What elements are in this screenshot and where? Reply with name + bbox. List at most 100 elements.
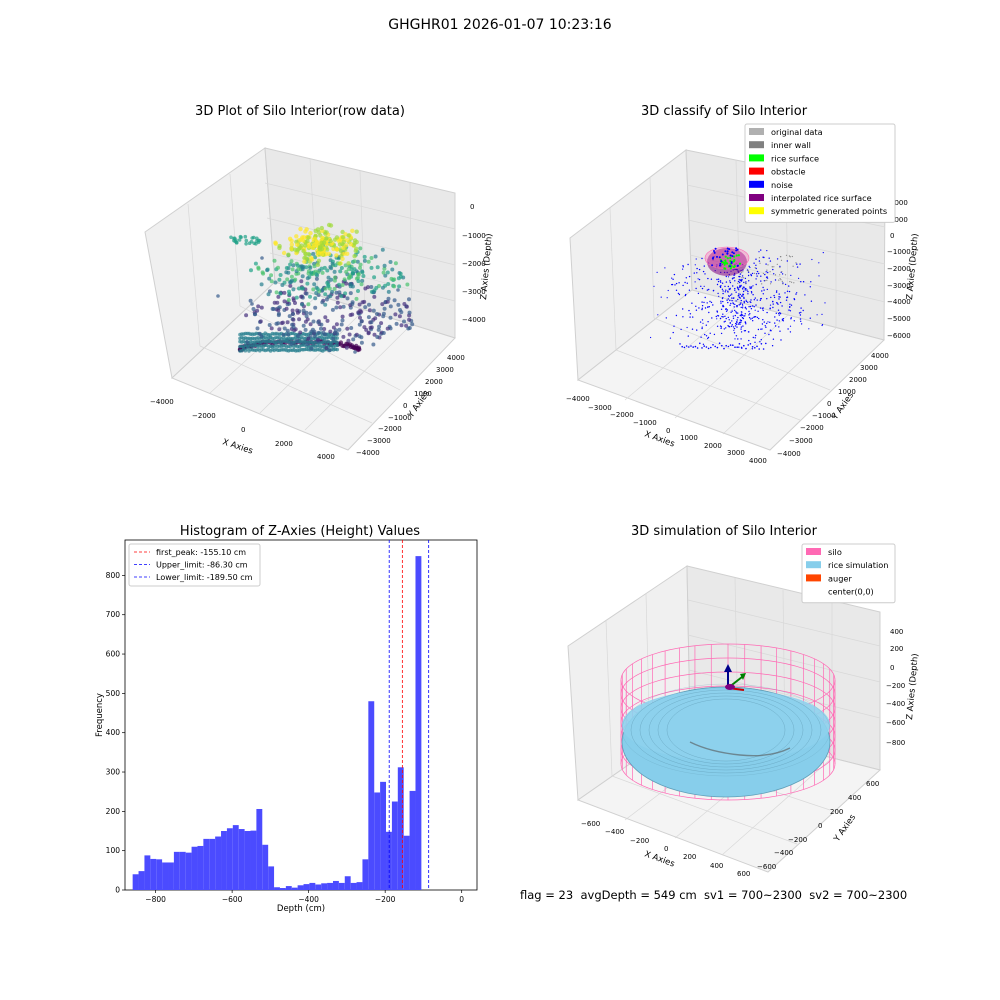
data-point	[398, 274, 403, 279]
data-point	[251, 307, 256, 311]
data-point	[398, 271, 403, 276]
data-point	[760, 339, 762, 341]
histogram-bar	[297, 885, 304, 890]
data-point	[762, 272, 765, 275]
data-point	[724, 315, 726, 318]
data-point	[697, 278, 699, 280]
x-axis-label: X Axies	[221, 437, 254, 456]
rice-mesh	[666, 698, 786, 762]
data-point	[716, 318, 718, 320]
data-point	[358, 262, 363, 267]
data-point	[730, 325, 733, 327]
data-point	[754, 347, 756, 349]
data-point	[300, 274, 305, 279]
x-axis-ticks: −4000 −3000 −2000 −1000 0 1000 2000 3000…	[566, 395, 767, 465]
data-point	[788, 285, 790, 287]
data-point	[306, 235, 311, 240]
data-point	[337, 242, 343, 247]
data-point	[740, 279, 742, 281]
data-point	[740, 328, 742, 330]
data-point	[740, 284, 742, 287]
data-point	[779, 265, 781, 268]
histogram-bar	[197, 845, 204, 890]
legend: silo rice simulation auger center(0,0)	[801, 543, 896, 604]
data-point	[319, 266, 324, 271]
data-point	[800, 323, 803, 325]
histogram-bar	[356, 882, 363, 890]
data-point	[735, 249, 738, 252]
x-tick: −4000	[566, 395, 590, 403]
data-point	[269, 273, 274, 278]
data-point	[710, 278, 713, 280]
data-point	[256, 266, 261, 271]
data-point	[290, 267, 295, 272]
data-point	[691, 328, 694, 330]
y-tick: −1000	[812, 412, 836, 420]
histogram-bar	[262, 844, 269, 890]
data-point	[707, 337, 709, 340]
data-point	[340, 256, 345, 261]
data-point	[720, 327, 722, 330]
data-point	[704, 296, 706, 299]
data-point	[334, 253, 339, 258]
data-point	[250, 302, 254, 306]
data-point	[695, 287, 697, 290]
data-point	[733, 277, 735, 279]
data-point	[749, 313, 751, 315]
data-point	[321, 240, 327, 245]
data-point	[743, 277, 745, 279]
data-point	[748, 280, 750, 282]
data-point	[720, 302, 722, 304]
data-point	[727, 285, 729, 288]
data-point	[773, 294, 775, 297]
data-point	[363, 286, 368, 291]
data-point	[347, 276, 351, 281]
data-point	[332, 286, 337, 291]
x-tick: 2000	[275, 440, 293, 448]
data-point	[341, 334, 346, 339]
data-point	[698, 307, 700, 309]
legend-label: rice surface	[771, 153, 819, 163]
data-point	[795, 262, 797, 264]
data-point	[701, 327, 703, 330]
data-point	[298, 226, 303, 232]
data-point	[296, 334, 301, 338]
data-point	[793, 298, 796, 301]
data-point	[701, 305, 704, 307]
x-tick-label: −400	[298, 895, 319, 904]
data-point	[390, 267, 395, 272]
data-point	[710, 346, 712, 349]
data-point	[313, 255, 318, 260]
data-point	[704, 273, 706, 275]
data-point	[725, 289, 727, 291]
data-point	[276, 265, 280, 270]
data-point	[372, 275, 377, 280]
data-point	[367, 308, 372, 313]
data-point	[732, 277, 734, 279]
data-point	[718, 295, 720, 297]
data-point	[756, 299, 758, 301]
data-point	[302, 259, 307, 264]
data-point	[758, 251, 760, 253]
data-point	[254, 242, 258, 246]
data-point	[809, 317, 811, 319]
y-tick: −2000	[800, 424, 824, 432]
x-tick: −400	[605, 828, 624, 836]
data-point	[738, 262, 742, 265]
data-point	[752, 320, 754, 322]
data-point	[297, 317, 302, 322]
data-point	[287, 292, 292, 297]
panel-title-simulation: 3D simulation of Silo Interior	[631, 524, 817, 539]
data-point	[733, 332, 736, 334]
data-point	[319, 251, 325, 257]
data-point	[245, 340, 249, 344]
data-point	[388, 304, 393, 309]
data-point	[281, 332, 286, 337]
data-point	[323, 286, 328, 291]
data-point	[775, 312, 777, 314]
data-point	[740, 306, 742, 309]
data-point	[366, 331, 371, 336]
data-point	[393, 312, 398, 317]
data-point	[729, 267, 732, 270]
data-point	[750, 273, 752, 276]
